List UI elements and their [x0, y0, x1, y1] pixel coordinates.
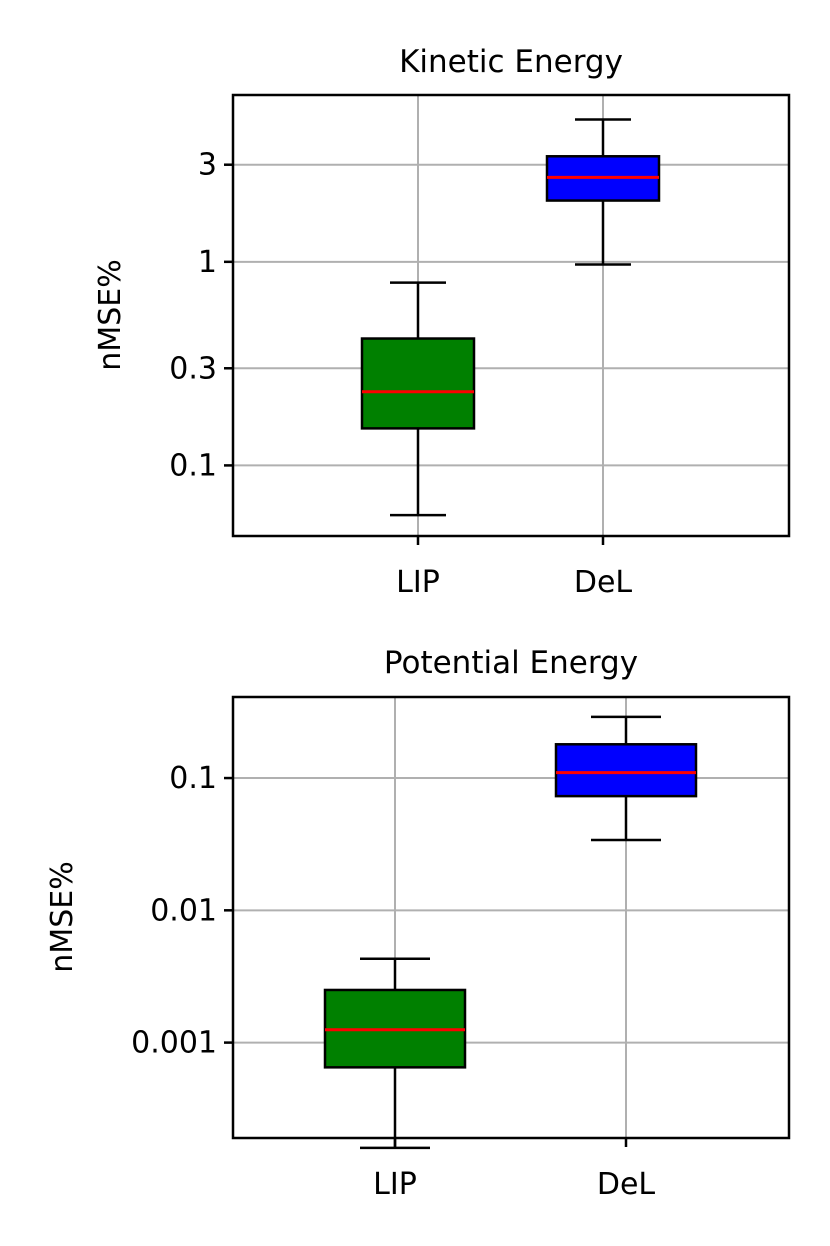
- potential-energy-panel: Potential Energy nMSE% 0.001 0.01 0.1 LIP De…: [45, 645, 791, 1202]
- potential-grid: [233, 697, 789, 1138]
- kinetic-axes-frame: [231, 93, 791, 538]
- kinetic-xtick-label-1: DeL: [574, 565, 633, 600]
- kinetic-ytick-label-1: 0.3: [169, 351, 217, 386]
- potential-ticks: 0.001 0.01 0.1 LIP DeL: [131, 761, 655, 1202]
- kinetic-energy-ylabel: nMSE%: [93, 259, 128, 370]
- potential-xtick-label-0: LIP: [373, 1167, 417, 1202]
- potential-del-box: [554, 743, 698, 798]
- potential-axes-frame: [231, 695, 791, 1140]
- potential-ytick-label-1: 0.01: [150, 893, 217, 928]
- potential-boxes: [323, 715, 698, 1150]
- kinetic-xtick-label-0: LIP: [396, 565, 440, 600]
- potential-energy-ylabel: nMSE%: [45, 861, 80, 972]
- kinetic-ytick-label-3: 3: [198, 148, 217, 183]
- kinetic-grid: [233, 95, 789, 536]
- kinetic-energy-panel: Kinetic Energy nMSE% 0.1 0.3 1 3 LIP DeL: [93, 44, 791, 600]
- potential-energy-title: Potential Energy: [384, 645, 638, 681]
- potential-ytick-label-2: 0.1: [169, 761, 217, 796]
- kinetic-ytick-label-0: 0.1: [169, 448, 217, 483]
- potential-xtick-label-1: DeL: [597, 1167, 656, 1202]
- kinetic-ticks: 0.1 0.3 1 3 LIP DeL: [169, 148, 632, 600]
- kinetic-energy-title: Kinetic Energy: [399, 44, 623, 80]
- kinetic-ytick-label-2: 1: [198, 245, 217, 280]
- potential-ytick-label-0: 0.001: [131, 1026, 217, 1061]
- kinetic-lip-box: [360, 337, 476, 430]
- kinetic-boxes: [360, 118, 661, 517]
